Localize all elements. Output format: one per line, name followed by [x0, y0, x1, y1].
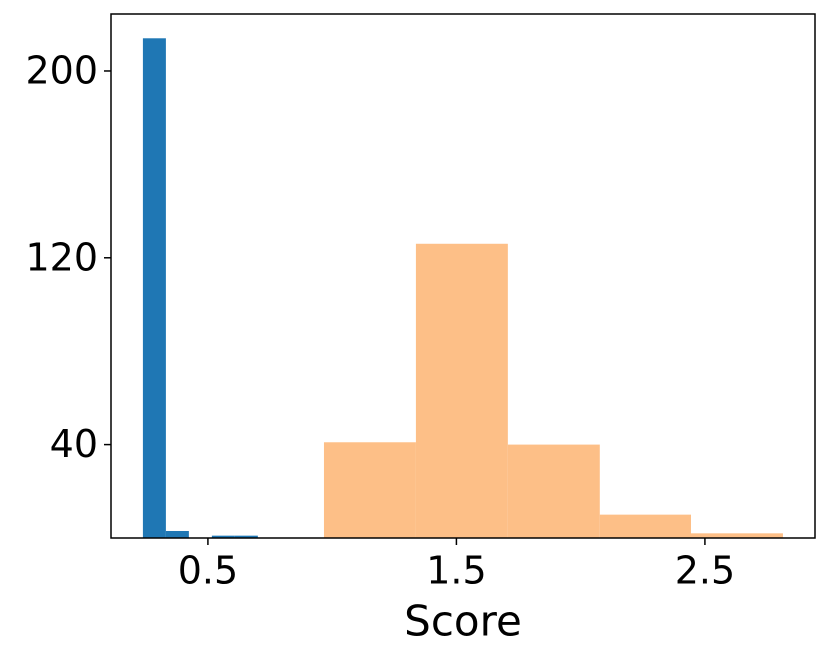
x-tick-label: 1.5 — [426, 549, 486, 593]
bar — [415, 243, 508, 539]
bar — [142, 38, 166, 538]
bar — [234, 535, 258, 538]
y-tick-label: 40 — [50, 422, 98, 466]
bar — [690, 533, 783, 538]
x-tick-label: 2.5 — [675, 549, 735, 593]
bar — [599, 514, 691, 538]
bar — [507, 444, 600, 538]
bar — [165, 530, 189, 538]
bar — [211, 535, 235, 538]
y-tick-label: 120 — [25, 235, 98, 279]
plot-frame — [110, 13, 816, 539]
x-axis-label: Score — [404, 597, 522, 646]
x-tick-label: 0.5 — [178, 549, 238, 593]
y-tick-label: 200 — [25, 48, 98, 92]
bar — [323, 442, 416, 538]
